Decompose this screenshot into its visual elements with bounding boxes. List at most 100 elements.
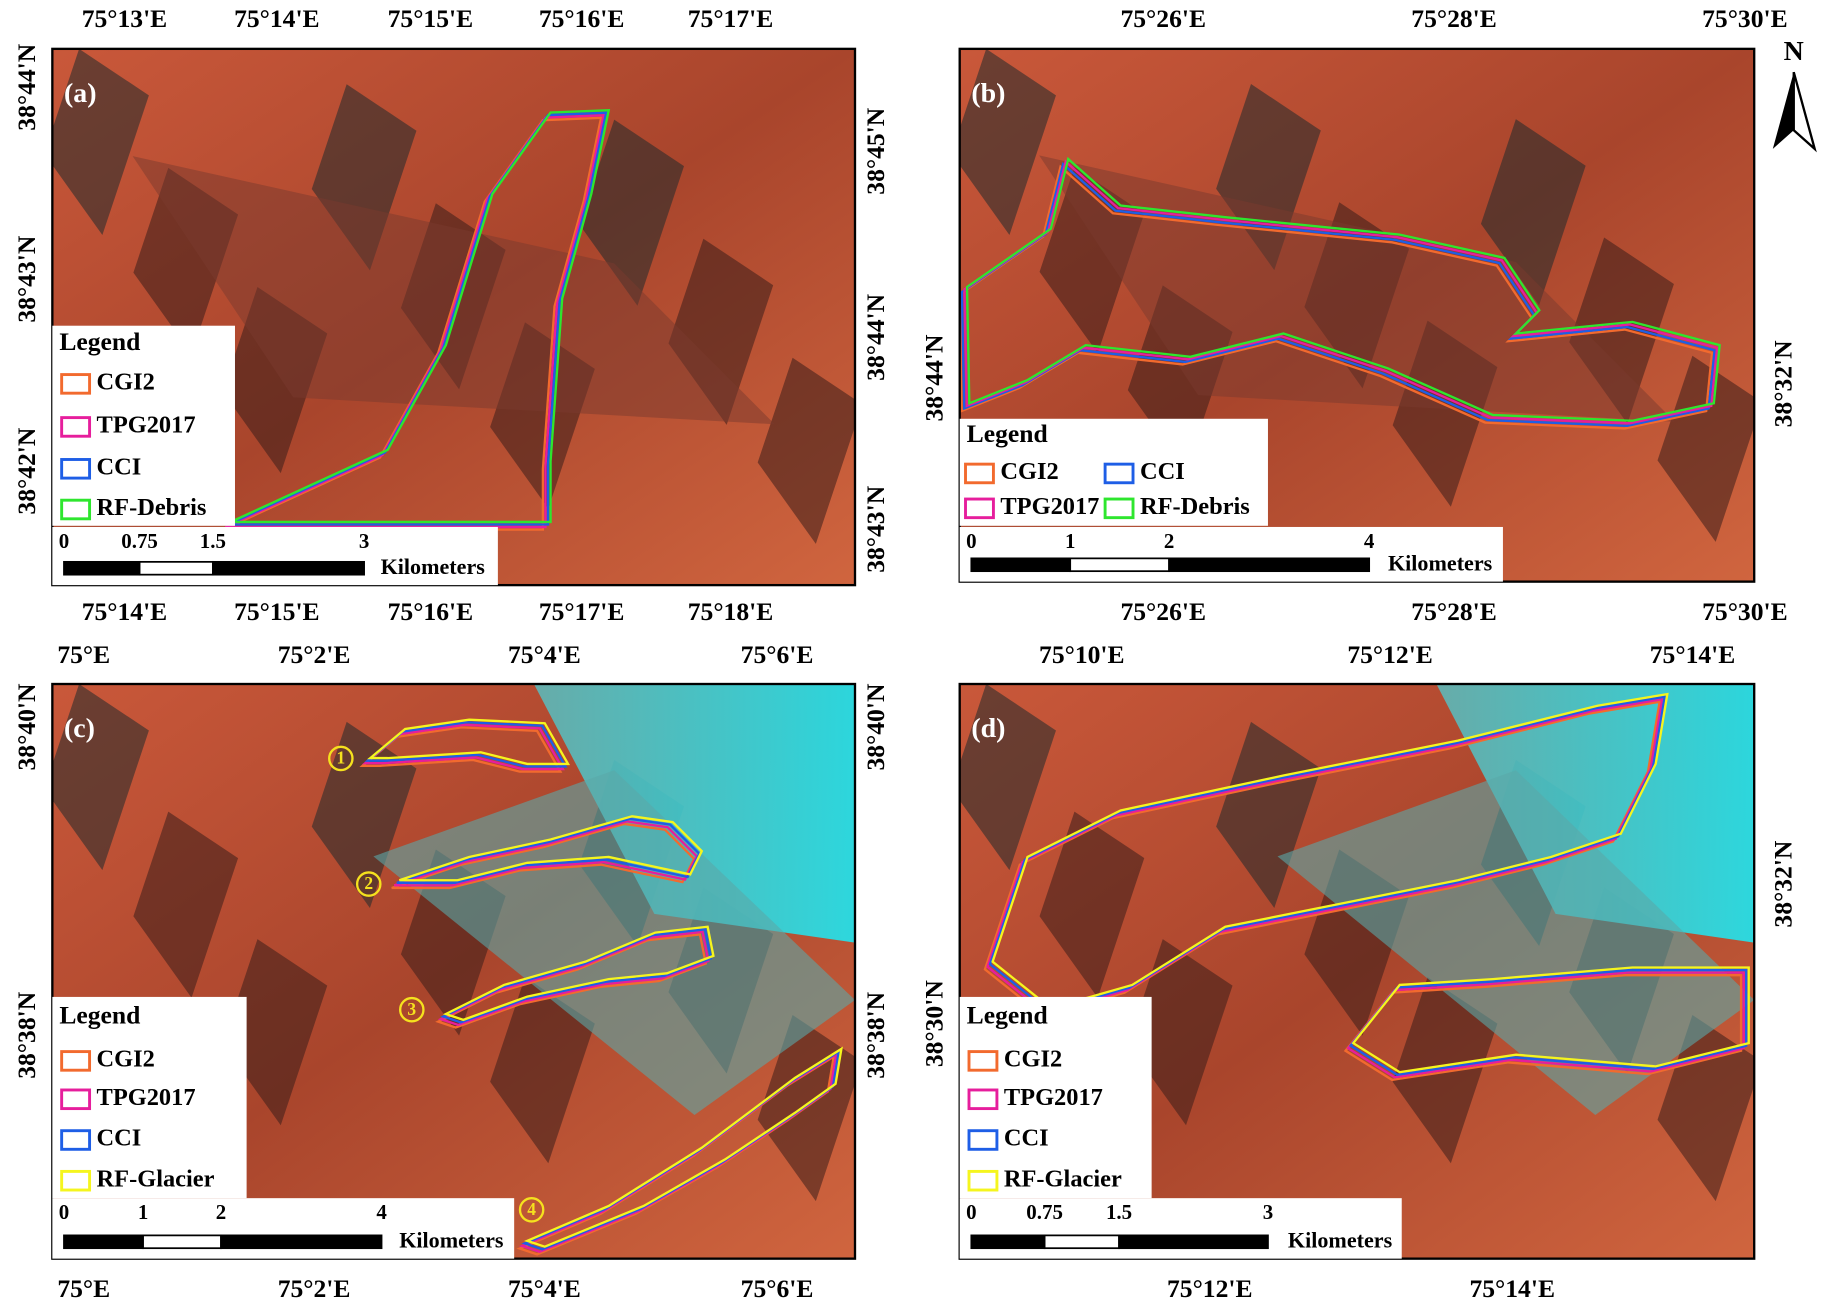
glacier-outline	[361, 723, 565, 771]
panel-label: (a)	[64, 78, 97, 109]
glacier-outline	[959, 164, 1714, 430]
longitude-label: 75°E	[57, 640, 110, 669]
scale-unit: Kilometers	[1288, 1227, 1393, 1252]
glacier-outline	[965, 156, 1721, 422]
glacier-marker	[518, 1197, 545, 1223]
glacier-outline	[1348, 968, 1748, 1076]
legend-entry: CCI	[1004, 1125, 1049, 1152]
longitude-label: 75°16'E	[388, 597, 474, 626]
legend-title: Legend	[967, 419, 1048, 448]
longitude-label: 75°18'E	[688, 597, 774, 626]
latitude-label: 38°30'N	[919, 980, 948, 1067]
shadow	[1657, 355, 1755, 542]
scale-label: 3	[359, 529, 369, 553]
shadow	[757, 357, 855, 544]
longitude-label: 75°26'E	[1120, 4, 1206, 33]
latitude-label: 38°40'N	[861, 683, 890, 770]
legend-swatch	[964, 462, 995, 485]
glacier-outline	[960, 161, 1716, 428]
glacier-outline	[991, 692, 1669, 1010]
latitude-label: 38°38'N	[861, 991, 890, 1078]
longitude-label: 75°6'E	[741, 1274, 814, 1303]
legend-swatch	[967, 1169, 999, 1192]
north-arrow: N	[1772, 36, 1817, 153]
longitude-label: 75°14'E	[234, 4, 320, 33]
scale-label: 2	[216, 1200, 226, 1224]
longitude-label: 75°30'E	[1702, 597, 1788, 626]
scale-segment	[212, 560, 365, 576]
legend-swatch	[60, 1050, 92, 1072]
legend-swatch	[60, 498, 92, 521]
latitude-label: 38°40'N	[12, 683, 41, 770]
longitude-label: 75°14'E	[82, 597, 168, 626]
scale-label: 1.5	[200, 529, 226, 553]
legend-entry: TPG2017	[97, 1084, 196, 1111]
longitude-label: 75°17'E	[539, 597, 625, 626]
scale-unit: Kilometers	[1388, 550, 1493, 575]
scale-segment	[220, 1234, 383, 1250]
legend-entry: CCI	[97, 453, 142, 480]
shadow	[52, 684, 149, 871]
legend-swatch	[60, 1088, 92, 1111]
legend-entry: RF-Glacier	[97, 1165, 215, 1192]
longitude-label: 75°28'E	[1411, 4, 1497, 33]
legend-box	[959, 996, 1152, 1199]
glacier-outline	[367, 718, 571, 766]
shadow	[959, 48, 1056, 235]
scale-segment	[970, 1234, 1046, 1250]
ice	[1277, 770, 1755, 1115]
scale-label: 0	[966, 529, 976, 553]
longitude-label: 75°15'E	[234, 597, 320, 626]
longitude-label: 75°14'E	[1469, 1274, 1555, 1303]
shadow	[1127, 939, 1233, 1126]
shadow	[579, 119, 684, 306]
scale-label: 0	[966, 1200, 976, 1224]
legend-swatch	[60, 1169, 92, 1192]
latitude-label: 38°32'N	[1768, 340, 1797, 427]
longitude-label: 75°26'E	[1120, 597, 1206, 626]
legend-entry: CGI2	[97, 1046, 155, 1073]
scale-segment	[138, 560, 214, 576]
latitude-label: 38°45'N	[861, 107, 890, 194]
latitude-label: 38°44'N	[919, 334, 948, 421]
longitude-label: 75°16'E	[539, 4, 625, 33]
longitude-label: 75°12'E	[1167, 1274, 1253, 1303]
panel-label: (b)	[971, 78, 1005, 109]
legend-entry: CGI2	[1004, 1046, 1062, 1073]
legend-entry: RF-Debris	[1140, 493, 1250, 520]
glacier-outline	[230, 108, 611, 524]
legend-swatch	[60, 458, 92, 480]
scale-label: 4	[1364, 529, 1375, 553]
scale-label: 0	[59, 529, 69, 553]
longitude-label: 75°30'E	[1702, 4, 1788, 33]
scale-label: 2	[1164, 529, 1174, 553]
legend-entry: CGI2	[97, 368, 155, 395]
legend-entry: TPG2017	[1000, 493, 1099, 520]
shadow	[52, 48, 149, 235]
glacier-outline	[364, 721, 568, 768]
shadow	[222, 939, 328, 1126]
scale-segment	[1168, 557, 1371, 573]
satellite-image	[959, 48, 1755, 582]
glacier-outline	[437, 930, 710, 1027]
scale-segment	[1118, 1234, 1269, 1250]
legend-title: Legend	[59, 1001, 140, 1030]
marker-label: 4	[527, 1199, 536, 1219]
shadow	[959, 684, 1056, 871]
longitude-label: 75°13'E	[82, 4, 168, 33]
latitude-label: 38°43'N	[12, 235, 41, 322]
longitude-label: 75°28'E	[1411, 597, 1497, 626]
longitude-label: 75°14'E	[1650, 640, 1736, 669]
shadow	[1480, 119, 1586, 306]
scale-label: 1	[1065, 529, 1075, 553]
longitude-label: 75°E	[57, 1274, 110, 1303]
shadow	[133, 811, 239, 998]
legend-swatch	[60, 373, 92, 395]
scale-segment	[1069, 557, 1170, 573]
latitude-label: 38°44'N	[12, 43, 41, 130]
legend-box	[52, 325, 235, 526]
shadow	[490, 977, 595, 1164]
panel-label: (c)	[64, 713, 95, 744]
map-panel: (a) 75°13'E 75°14'E 75°15'E 75°16'E 75°17'E 75…	[12, 4, 890, 626]
